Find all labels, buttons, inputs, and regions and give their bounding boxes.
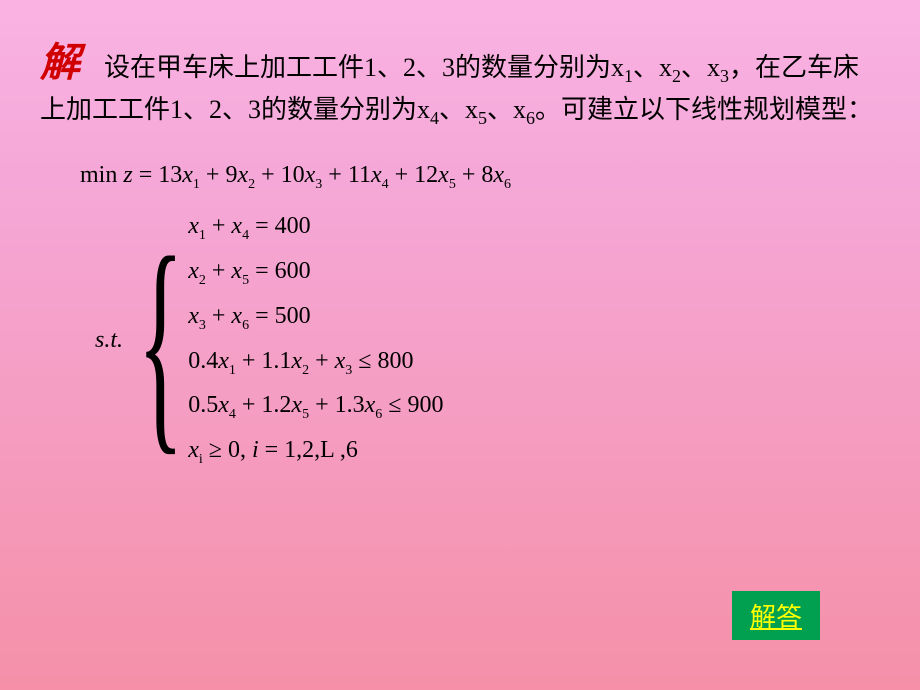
c5-s1: 4	[229, 407, 236, 422]
c5-x2: x	[291, 392, 302, 418]
c4-a1: 0.4	[188, 348, 218, 374]
c2-xb: x	[231, 258, 242, 284]
c3-xa: x	[188, 303, 199, 329]
constraint-5: 0.5x4 + 1.2x5 + 1.3x6 ≤ 900	[188, 392, 443, 423]
c5-a1: 0.5	[188, 392, 218, 418]
c2-plus: +	[206, 258, 232, 284]
c1-rhs: 400	[275, 213, 311, 239]
c1-s1: 1	[199, 228, 206, 243]
c1-xb: x	[231, 213, 242, 239]
c4-rhs: 800	[377, 348, 413, 374]
c5-a2: 1.2	[261, 392, 291, 418]
c5-rhs: 900	[407, 392, 443, 418]
c2-s1: 2	[199, 273, 206, 288]
c4: 11	[348, 162, 371, 188]
intro-line2d: 。可建立以下线性规划模型：	[535, 95, 873, 124]
sub2: 2	[672, 66, 681, 86]
solution-label: 解	[40, 40, 80, 85]
min-label: min	[80, 162, 117, 188]
intro-line1a: 设在甲车床上加工工件1、2、3的数量分别为x	[104, 53, 624, 82]
c4-x2: x	[291, 348, 302, 374]
objective-function: min z = 13x1 + 9x2 + 10x3 + 11x4 + 12x5 …	[80, 162, 880, 193]
sub3: 3	[720, 66, 729, 86]
c3-s1: 3	[199, 318, 206, 333]
p1: +	[200, 162, 226, 188]
x6: x	[493, 162, 504, 188]
intro-text: 设在甲车床上加工工件1、2、3的数量分别为x1、x2、x3，在乙车床上加工工件1…	[40, 53, 873, 124]
c3-rhs: 500	[275, 303, 311, 329]
constraint-2: x2 + x5 = 600	[188, 258, 443, 289]
c1-eq: =	[249, 213, 275, 239]
c1-plus: +	[206, 213, 232, 239]
c4-p2: +	[309, 348, 335, 374]
constraints-list: x1 + x4 = 400 x2 + x5 = 600 x3 + x6 = 50…	[188, 213, 443, 468]
sub1: 1	[624, 66, 633, 86]
st-label: s.t.	[95, 327, 123, 354]
c6-i: i	[252, 437, 259, 463]
x3: x	[305, 162, 316, 188]
p4: +	[389, 162, 415, 188]
intro-line2c: 、x	[487, 95, 526, 124]
x1: x	[182, 162, 193, 188]
c5-le: ≤	[382, 392, 407, 418]
intro-line1b: 、x	[633, 53, 672, 82]
c3-xb: x	[231, 303, 242, 329]
c4-x3: x	[335, 348, 346, 374]
c4-le: ≤	[352, 348, 377, 374]
c5-p1: +	[236, 392, 262, 418]
sub5: 5	[478, 108, 487, 128]
c4-s1: 1	[229, 362, 236, 377]
os5: 5	[449, 177, 456, 192]
c6-eq: =	[259, 437, 285, 463]
c5-x3: x	[365, 392, 376, 418]
c5: 12	[414, 162, 438, 188]
os4: 4	[382, 177, 389, 192]
constraint-6: xi ≥ 0, i = 1,2,L ,6	[188, 437, 443, 468]
c5-x1: x	[218, 392, 229, 418]
c1: 13	[158, 162, 182, 188]
intro-line2b: 、x	[439, 95, 478, 124]
p2: +	[255, 162, 281, 188]
c3-plus: +	[206, 303, 232, 329]
intro-line1c: 、x	[681, 53, 720, 82]
c6-x: x	[188, 437, 199, 463]
obj-eq: =	[133, 162, 159, 188]
x4: x	[371, 162, 382, 188]
constraint-4: 0.4x1 + 1.1x2 + x3 ≤ 800	[188, 348, 443, 379]
x5: x	[438, 162, 449, 188]
c4-x1: x	[218, 348, 229, 374]
c2-rhs: 600	[275, 258, 311, 284]
c5-a3: 1.3	[335, 392, 365, 418]
c5-p2: +	[309, 392, 335, 418]
c6-comma: ,	[240, 437, 252, 463]
constraints-block: s.t. { x1 + x4 = 400 x2 + x5 = 600 x3 + …	[95, 213, 880, 468]
c6: 8	[481, 162, 493, 188]
answer-button[interactable]: 解答	[732, 591, 820, 640]
c4-a2: 1.1	[261, 348, 291, 374]
p5: +	[456, 162, 482, 188]
c6-range: 1,2,L ,6	[284, 437, 358, 463]
sub4: 4	[430, 108, 439, 128]
c3: 10	[281, 162, 305, 188]
c6-ge: ≥	[203, 437, 228, 463]
c1-xa: x	[188, 213, 199, 239]
p3: +	[322, 162, 348, 188]
c3-eq: =	[249, 303, 275, 329]
os1: 1	[193, 177, 200, 192]
obj-var: z	[123, 162, 132, 188]
sub6: 6	[526, 108, 535, 128]
c2-eq: =	[249, 258, 275, 284]
c2: 9	[225, 162, 237, 188]
c2-xa: x	[188, 258, 199, 284]
x2: x	[237, 162, 248, 188]
c6-zero: 0	[228, 437, 240, 463]
constraint-3: x3 + x6 = 500	[188, 303, 443, 334]
intro-paragraph: 解 设在甲车床上加工工件1、2、3的数量分别为x1、x2、x3，在乙车床上加工工…	[40, 30, 880, 132]
left-brace-icon: {	[138, 233, 184, 449]
c4-p1: +	[236, 348, 262, 374]
constraint-1: x1 + x4 = 400	[188, 213, 443, 244]
os6: 6	[504, 177, 511, 192]
math-model: min z = 13x1 + 9x2 + 10x3 + 11x4 + 12x5 …	[80, 162, 880, 468]
